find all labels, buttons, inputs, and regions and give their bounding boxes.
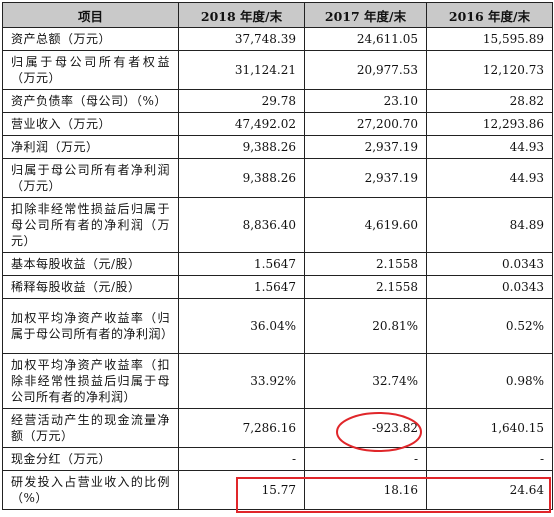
row-label: 净利润（万元） [2,135,179,159]
table-row: 扣除非经常性损益后归属于母公司所有者的净利润（万元） 8,836.40 4,61… [2,197,553,253]
table-row: 现金分红（万元） - - - [2,447,553,471]
cell-2017: - [304,447,427,471]
cell-2017: 27,200.70 [304,112,427,136]
table-row: 资产总额（万元） 37,748.39 24,611.05 15,595.89 [2,27,553,51]
row-label: 基本每股收益（元/股） [2,252,179,276]
cell-2017: 18.16 [304,470,427,510]
cell-2016: 12,120.73 [426,50,553,90]
cell-2018: 1.5647 [178,252,305,276]
cell-2016: 44.93 [426,135,553,159]
table-row: 稀释每股收益（元/股） 1.5647 2.1558 0.0343 [2,275,553,299]
cell-2018: 29.78 [178,89,305,113]
cell-2018: 33.92% [178,353,305,409]
cell-2017: 2.1558 [304,252,427,276]
cell-2017: 2,937.19 [304,158,427,198]
cell-2018: 47,492.02 [178,112,305,136]
cell-2016: 28.82 [426,89,553,113]
cell-2017: 24,611.05 [304,27,427,51]
cell-2016: 0.98% [426,353,553,409]
header-2018: 2018 年度/末 [178,2,305,28]
row-label: 稀释每股收益（元/股） [2,275,179,299]
table-row: 基本每股收益（元/股） 1.5647 2.1558 0.0343 [2,252,553,276]
cell-2016: - [426,447,553,471]
cell-2016: 0.0343 [426,275,553,299]
financial-summary: 项目 2018 年度/末 2017 年度/末 2016 年度/末 资产总额（万元… [2,2,553,510]
cell-2016: 0.52% [426,298,553,354]
row-label: 研发投入占营业收入的比例（%） [2,470,179,510]
row-label: 经营活动产生的现金流量净额（万元） [2,408,179,448]
cell-2018: 9,388.26 [178,135,305,159]
table-row: 研发投入占营业收入的比例（%） 15.77 18.16 24.64 [2,470,553,510]
table-row: 加权平均净资产收益率（归属于母公司所有者的净利润） 36.04% 20.81% … [2,298,553,354]
cell-2016: 0.0343 [426,252,553,276]
row-label: 资产负债率（母公司）（%） [2,89,179,113]
cell-2017: 23.10 [304,89,427,113]
row-label: 加权平均净资产收益率（扣除非经常性损益后归属于母公司所有者的净利润） [2,353,179,409]
cell-2017: 2,937.19 [304,135,427,159]
cell-2018: 1.5647 [178,275,305,299]
header-item: 项目 [2,2,179,28]
row-label: 归属于母公司所有者净利润（万元） [2,158,179,198]
cell-2018: 37,748.39 [178,27,305,51]
row-label: 加权平均净资产收益率（归属于母公司所有者的净利润） [2,298,179,354]
row-label: 营业收入（万元） [2,112,179,136]
cell-2016: 24.64 [426,470,553,510]
header-row: 项目 2018 年度/末 2017 年度/末 2016 年度/末 [2,2,553,28]
cell-2018: 9,388.26 [178,158,305,198]
row-label: 扣除非经常性损益后归属于母公司所有者的净利润（万元） [2,197,179,253]
table-row: 资产负债率（母公司）（%） 29.78 23.10 28.82 [2,89,553,113]
cell-2016: 84.89 [426,197,553,253]
cell-2018: 7,286.16 [178,408,305,448]
table-row: 加权平均净资产收益率（扣除非经常性损益后归属于母公司所有者的净利润） 33.92… [2,353,553,409]
table-row: 净利润（万元） 9,388.26 2,937.19 44.93 [2,135,553,159]
header-2017: 2017 年度/末 [304,2,427,28]
cell-2017: -923.82 [304,408,427,448]
cell-2018: 15.77 [178,470,305,510]
cell-2017: 4,619.60 [304,197,427,253]
cell-2017: 32.74% [304,353,427,409]
cell-2018: - [178,447,305,471]
cell-2018: 36.04% [178,298,305,354]
cell-2018: 8,836.40 [178,197,305,253]
header-2016: 2016 年度/末 [426,2,553,28]
cell-2016: 15,595.89 [426,27,553,51]
row-label: 归属于母公司所有者权益（万元） [2,50,179,90]
row-label: 现金分红（万元） [2,447,179,471]
table-row: 归属于母公司所有者净利润（万元） 9,388.26 2,937.19 44.93 [2,158,553,198]
table-row: 营业收入（万元） 47,492.02 27,200.70 12,293.86 [2,112,553,136]
cell-2017: 20.81% [304,298,427,354]
cell-2016: 12,293.86 [426,112,553,136]
table-row: 经营活动产生的现金流量净额（万元） 7,286.16 -923.82 1,640… [2,408,553,448]
table-row: 归属于母公司所有者权益（万元） 31,124.21 20,977.53 12,1… [2,50,553,90]
cell-2017: 20,977.53 [304,50,427,90]
cell-2016: 44.93 [426,158,553,198]
cell-2018: 31,124.21 [178,50,305,90]
row-label: 资产总额（万元） [2,27,179,51]
financial-table: 项目 2018 年度/末 2017 年度/末 2016 年度/末 资产总额（万元… [2,2,553,510]
cell-2017: 2.1558 [304,275,427,299]
cell-2016: 1,640.15 [426,408,553,448]
